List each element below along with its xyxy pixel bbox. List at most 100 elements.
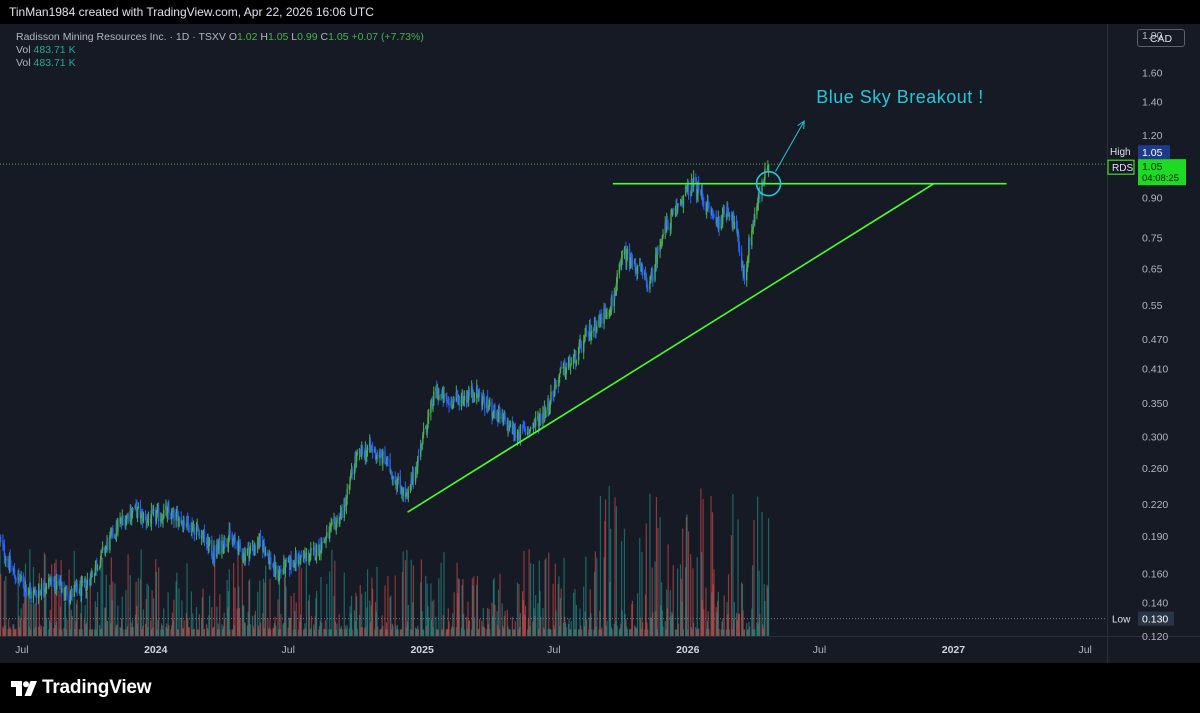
- candle-body: [219, 540, 221, 554]
- candle-body: [371, 447, 373, 449]
- candle-body: [111, 528, 113, 533]
- volume-bar: [433, 599, 435, 636]
- volume-bar: [715, 606, 717, 636]
- candle-body: [285, 559, 287, 561]
- candle-body: [483, 395, 485, 403]
- volume-bar: [85, 624, 87, 636]
- volume-bar: [218, 629, 220, 636]
- candle-body: [422, 428, 425, 435]
- tradingview-logo[interactable]: TradingView: [11, 677, 152, 699]
- candle-body: [198, 530, 201, 539]
- candle-body: [44, 589, 46, 593]
- candle-body: [212, 557, 214, 560]
- volume-bar: [227, 591, 230, 636]
- candle-body: [756, 205, 758, 215]
- volume-bar: [242, 604, 244, 636]
- chart-panel[interactable]: 0.120 0.140 0.160 0.190 0.220 0.260 0.300 0.350…: [0, 24, 1200, 663]
- chart-svg[interactable]: 0.1200.1400.1600.1900.2200.2600.3000.350…: [0, 24, 1200, 663]
- candle-body: [69, 600, 71, 602]
- volume-bar: [644, 629, 646, 636]
- candle-body: [310, 548, 313, 550]
- candle-body: [284, 560, 287, 573]
- candle-body: [304, 554, 306, 557]
- volume-bar: [420, 559, 423, 636]
- volume-bar: [568, 618, 570, 636]
- volume-bar: [94, 629, 96, 636]
- candle-body: [574, 350, 577, 365]
- candle-body: [583, 336, 586, 341]
- volume-bar: [695, 629, 698, 636]
- candle-body: [141, 511, 143, 513]
- volume-bar: [146, 583, 148, 636]
- candle-body: [701, 190, 704, 201]
- volume-bar: [198, 629, 200, 636]
- candle-body: [690, 179, 693, 196]
- candle-body: [232, 540, 235, 542]
- candle-body: [675, 205, 677, 209]
- volume-bar: [120, 618, 123, 636]
- candle-body: [441, 390, 444, 397]
- candle-body: [268, 556, 270, 564]
- candle-body: [559, 367, 562, 374]
- footer: TradingView: [0, 663, 1200, 713]
- candle-body: [14, 575, 16, 580]
- volume-bar: [333, 596, 335, 636]
- candle-body: [297, 554, 300, 564]
- price-axis: [1107, 24, 1200, 663]
- volume-bar: [519, 627, 521, 636]
- ticker-label: RDS: [1112, 163, 1133, 174]
- volume-bar: [417, 625, 419, 636]
- candle-body: [144, 513, 147, 517]
- volume-bar: [528, 549, 530, 636]
- tradingview-wordmark: TradingView: [42, 677, 152, 698]
- volume-bar: [472, 585, 474, 636]
- volume-bar: [628, 629, 631, 636]
- candle-body: [55, 576, 57, 590]
- volume-bar: [583, 586, 585, 636]
- volume-bar: [356, 628, 358, 636]
- candle-body: [766, 169, 768, 171]
- volume-bar: [212, 627, 214, 636]
- volume-bar: [79, 629, 81, 636]
- candle-body: [328, 532, 330, 539]
- symbol-title[interactable]: Radisson Mining Resources Inc. · 1D · TS…: [16, 31, 226, 43]
- candle-body: [460, 396, 463, 407]
- candle-body: [48, 577, 51, 579]
- volume-bar: [224, 618, 226, 636]
- volume-bar: [471, 578, 473, 636]
- candle-body: [307, 552, 310, 561]
- volume-bar: [345, 625, 347, 636]
- currency-button[interactable]: CAD: [1137, 29, 1185, 47]
- candle-body: [509, 421, 511, 427]
- candle-body: [64, 588, 67, 594]
- candle-body: [58, 583, 61, 586]
- volume-bar: [341, 628, 343, 636]
- y-tick-label: 0.470: [1142, 334, 1168, 346]
- candle-body: [697, 182, 700, 191]
- volume-bar: [514, 621, 516, 636]
- volume-bar: [674, 629, 677, 636]
- volume-bar: [521, 591, 524, 636]
- candle-body: [99, 559, 102, 568]
- volume-bar: [711, 592, 713, 636]
- candle-body: [157, 507, 159, 510]
- candle-body: [584, 333, 586, 337]
- volume-bar: [269, 578, 271, 636]
- candle-body: [491, 402, 493, 418]
- candle-body: [53, 580, 56, 591]
- candle-body: [411, 471, 414, 485]
- candle-body: [391, 477, 393, 479]
- candle-body: [127, 513, 129, 522]
- candle-body: [501, 413, 503, 420]
- candle-body: [455, 392, 458, 401]
- candle-body: [239, 541, 241, 549]
- candle-body: [593, 329, 595, 331]
- candle-body: [457, 396, 460, 398]
- candle-body: [200, 535, 203, 539]
- candle-body: [644, 272, 646, 276]
- volume-bar: [50, 622, 52, 636]
- volume-bar: [473, 619, 476, 636]
- candle-body: [323, 541, 325, 543]
- candle-body: [451, 408, 454, 410]
- candle-body: [107, 541, 109, 551]
